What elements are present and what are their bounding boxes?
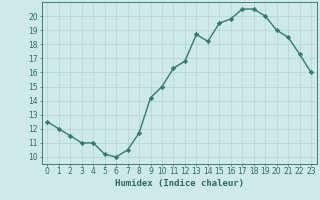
X-axis label: Humidex (Indice chaleur): Humidex (Indice chaleur) (115, 179, 244, 188)
